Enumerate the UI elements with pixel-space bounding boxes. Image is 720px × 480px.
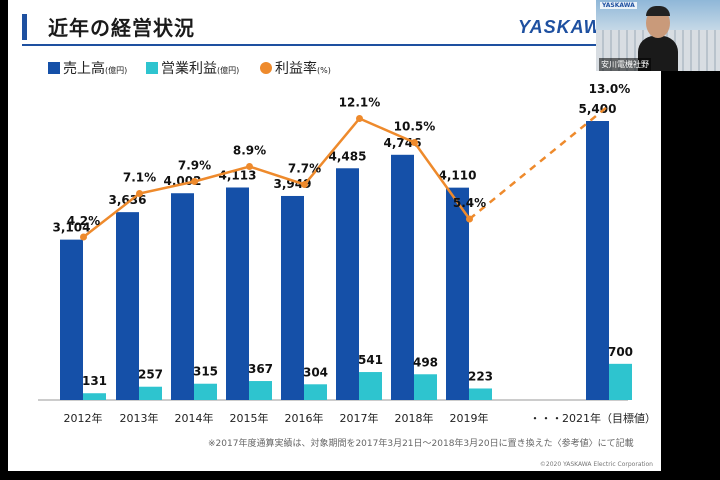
- chart: 2012年3,1041312013年3,6362572014年4,0023152…: [38, 82, 656, 425]
- legend-unit-margin: (%): [317, 66, 331, 75]
- x-tick-label: 2018年: [395, 411, 434, 425]
- legend-swatch-operating-profit: [146, 62, 158, 74]
- data-label-operating-profit: 498: [413, 355, 438, 369]
- data-label-operating-profit: 304: [303, 365, 328, 379]
- data-label-margin: 12.1%: [339, 96, 381, 110]
- x-tick-label: 2021年（目標値）: [562, 411, 656, 425]
- bar-operating-profit: [469, 388, 492, 400]
- point-margin: [246, 163, 253, 170]
- data-label-sales: 3,104: [53, 221, 91, 235]
- yaskawa-logo: YASKAWA: [518, 17, 615, 37]
- bar-sales: [226, 187, 249, 400]
- bar-operating-profit: [304, 384, 327, 400]
- bar-sales: [391, 154, 414, 400]
- data-label-sales: 4,746: [384, 136, 422, 150]
- data-label-margin: 13.0%: [589, 82, 631, 96]
- data-label-margin: 5.4%: [453, 196, 486, 210]
- data-label-margin: 4.2%: [67, 214, 100, 228]
- bar-sales: [60, 239, 83, 400]
- data-label-sales: 4,002: [164, 174, 202, 188]
- bar-operating-profit: [139, 386, 162, 400]
- legend-label-margin: 利益率: [275, 61, 317, 77]
- point-margin: [411, 139, 418, 146]
- data-label-operating-profit: 131: [82, 374, 107, 388]
- line-margin-target-dashed: [468, 104, 611, 220]
- webcam-feed: YASKAWA 安川電機社野: [596, 0, 720, 71]
- bar-sales: [116, 212, 139, 400]
- bar-operating-profit: [359, 372, 382, 400]
- point-margin: [466, 215, 473, 223]
- legend-item-margin: 利益率(%): [260, 58, 331, 78]
- slide: 近年の経営状況 YASKAWA 売上高(億円) 営業利益(億円) 利益率(%) …: [8, 0, 661, 471]
- bar-sales: [171, 193, 194, 400]
- data-label-margin: 8.9%: [233, 144, 266, 158]
- data-label-margin: 7.1%: [123, 171, 156, 185]
- legend-swatch-sales: [48, 62, 60, 74]
- data-label-sales: 5,400: [579, 102, 617, 116]
- x-tick-label: 2012年: [64, 411, 103, 425]
- bar-sales: [336, 168, 359, 400]
- x-tick-label: 2014年: [175, 411, 214, 425]
- bar-operating-profit: [194, 383, 217, 400]
- data-label-sales: 4,485: [329, 149, 367, 163]
- legend-unit-operating-profit: (億円): [217, 66, 240, 75]
- x-tick-label: 2015年: [230, 411, 269, 425]
- x-tick-label: 2013年: [120, 411, 159, 425]
- point-margin: [356, 115, 363, 122]
- data-label-margin: 7.7%: [288, 162, 321, 176]
- bar-sales: [446, 187, 469, 400]
- point-margin: [191, 178, 198, 185]
- data-label-margin: 10.5%: [394, 120, 436, 134]
- data-label-sales: 4,110: [439, 169, 477, 183]
- legend-label-sales: 売上高: [63, 61, 105, 77]
- data-label-operating-profit: 223: [468, 369, 493, 383]
- bar-operating-profit: [609, 363, 632, 400]
- copyright: ©2020 YASKAWA Electric Corporation: [539, 461, 653, 468]
- x-tick-label: ・・・: [530, 412, 563, 425]
- x-tick-label: 2019年: [450, 411, 489, 425]
- point-margin: [136, 190, 143, 197]
- data-label-operating-profit: 367: [248, 362, 273, 376]
- x-tick-label: 2017年: [340, 411, 379, 425]
- legend-unit-sales: (億円): [105, 66, 128, 75]
- footnote: ※2017年度通算実績は、対象期間を2017年3月21日～2018年3月20日に…: [208, 439, 634, 449]
- line-margin: [82, 116, 471, 238]
- bar-sales: [281, 195, 304, 400]
- bar-operating-profit: [249, 381, 272, 400]
- data-label-operating-profit: 315: [193, 365, 218, 379]
- legend-label-operating-profit: 営業利益: [161, 61, 217, 77]
- bar-operating-profit: [83, 393, 106, 400]
- data-label-sales: 3,949: [274, 177, 312, 191]
- data-label-operating-profit: 541: [358, 353, 383, 367]
- webcam-logo: YASKAWA: [600, 2, 637, 9]
- legend-item-operating-profit: 営業利益(億円): [146, 58, 239, 78]
- title-underline: [22, 44, 658, 46]
- point-margin: [301, 181, 308, 188]
- slide-title: 近年の経営状況: [48, 16, 195, 40]
- title-accent: [22, 14, 27, 40]
- data-label-operating-profit: 257: [138, 368, 163, 382]
- legend-dot-margin: [260, 62, 272, 74]
- bar-operating-profit: [414, 374, 437, 400]
- webcam-name-label: 安川電機社野: [599, 58, 651, 71]
- presenter-hair: [646, 6, 670, 16]
- bar-sales: [586, 121, 609, 400]
- point-margin: [80, 233, 87, 241]
- x-tick-label: 2016年: [285, 411, 324, 425]
- legend-item-sales: 売上高(億円): [48, 58, 127, 78]
- data-label-operating-profit: 700: [608, 345, 633, 359]
- data-label-margin: 7.9%: [178, 159, 211, 173]
